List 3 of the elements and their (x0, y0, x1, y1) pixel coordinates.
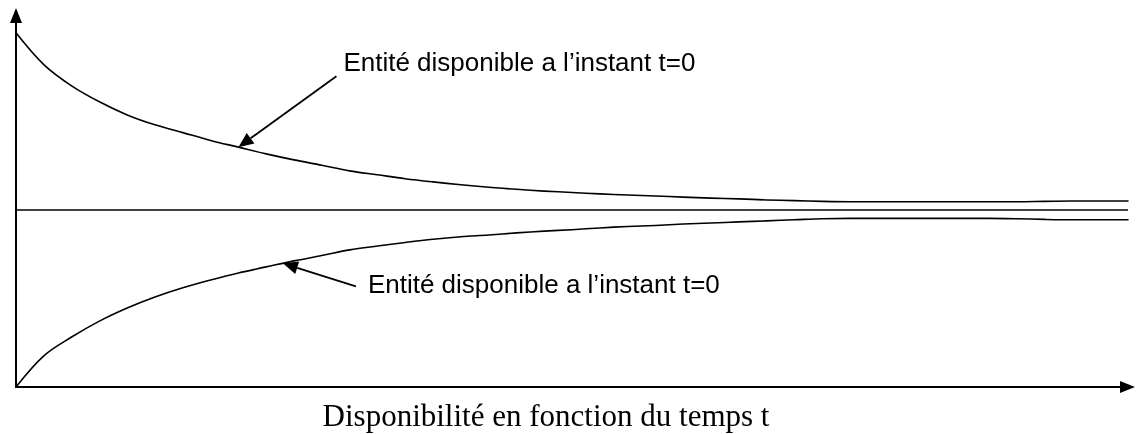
annotation: Entité disponible a l’instant t=0 (367, 269, 720, 300)
annotation: Entité disponible a l’instant t=0 (343, 47, 696, 78)
x-axis-title: Disponibilité en fonction du temps t (322, 398, 770, 433)
